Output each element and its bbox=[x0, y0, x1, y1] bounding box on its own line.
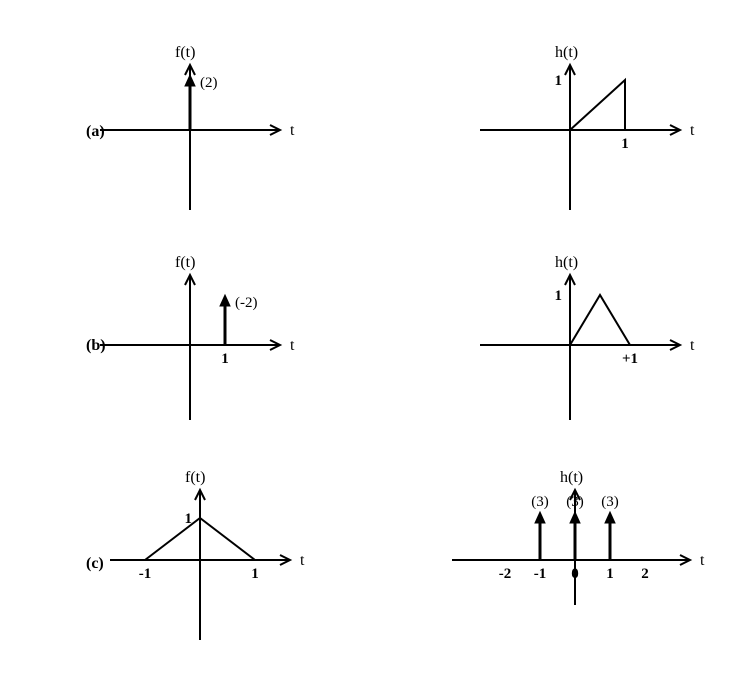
x-tick-label: -1 bbox=[139, 566, 152, 582]
x-tick-label: 0 bbox=[571, 566, 579, 582]
x-axis-label: t bbox=[700, 552, 705, 569]
plot-r1-right: t h(t) +1 1 bbox=[450, 250, 710, 430]
signal-shape bbox=[570, 80, 625, 130]
plot-r0-left: t f(t) (2) bbox=[90, 40, 320, 220]
x-tick-label: 1 bbox=[606, 566, 614, 582]
x-axis-label: t bbox=[300, 552, 305, 569]
impulse-value-label: (3) bbox=[531, 494, 549, 510]
y-axis-label: h(t) bbox=[555, 44, 578, 61]
y-axis-label: f(t) bbox=[175, 44, 195, 61]
x-axis-label: t bbox=[290, 337, 295, 354]
x-tick-label: 2 bbox=[641, 566, 649, 582]
x-axis-label: t bbox=[290, 122, 295, 139]
plot-r0-right: t h(t) 1 1 bbox=[450, 40, 710, 220]
x-tick-label: 1 bbox=[251, 566, 259, 582]
x-tick-label: 1 bbox=[221, 351, 229, 367]
impulse-value-label: (3) bbox=[601, 494, 619, 510]
x-axis-label: t bbox=[690, 122, 695, 139]
x-tick-label: 1 bbox=[621, 136, 629, 152]
y-tick-label: 1 bbox=[555, 73, 563, 89]
plot-r2-right: t h(t) -2 -1 0 1 2 (3) (3) (3) bbox=[430, 460, 720, 650]
figure-container: { "colors": { "stroke": "#000000", "bg":… bbox=[0, 0, 754, 679]
y-tick-label: 1 bbox=[555, 288, 563, 304]
x-tick-label: +1 bbox=[622, 351, 638, 367]
x-axis-label: t bbox=[690, 337, 695, 354]
x-tick-label: -2 bbox=[499, 566, 512, 582]
y-axis-label: h(t) bbox=[560, 469, 583, 486]
signal-shape bbox=[570, 295, 630, 345]
y-axis-label: f(t) bbox=[175, 254, 195, 271]
x-tick-label: -1 bbox=[534, 566, 547, 582]
plot-r1-left: t f(t) 1 (-2) bbox=[90, 250, 320, 430]
y-axis-label: h(t) bbox=[555, 254, 578, 271]
impulse-value-label: (3) bbox=[566, 494, 584, 510]
impulse-value-label: (-2) bbox=[235, 295, 258, 311]
plot-r2-left: tf(t)-111 bbox=[90, 460, 320, 650]
impulse-value-label: (2) bbox=[200, 75, 218, 91]
y-axis-label: f(t) bbox=[185, 469, 205, 486]
